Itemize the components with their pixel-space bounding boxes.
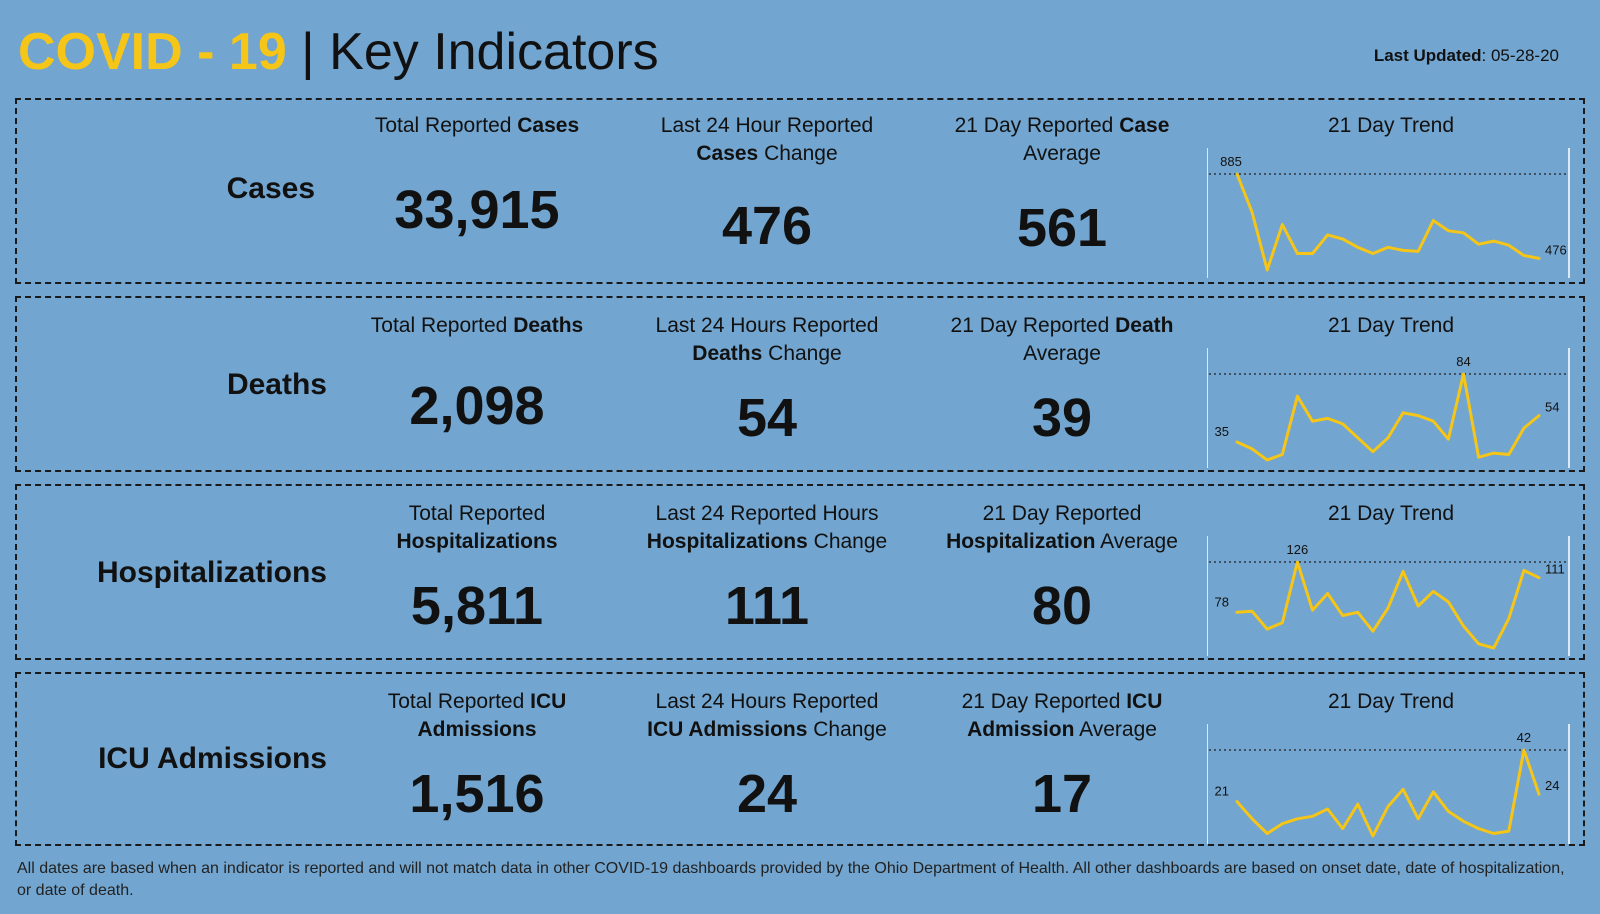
metric-value: 561 bbox=[1016, 198, 1108, 258]
deaths-panel: Deaths Total Reported Deaths 2,098 Last … bbox=[15, 296, 1585, 472]
metric-change-cases: Last 24 Hour Reported Cases Change 476 bbox=[617, 112, 917, 282]
trend-icu-admissions: 21 Day Trend 42 21 24 bbox=[1207, 688, 1575, 846]
metric-value: 24 bbox=[736, 764, 798, 824]
trend-end-label: 476 bbox=[1545, 242, 1567, 257]
metric-heading: 21 Day Reported Case Average bbox=[954, 114, 1170, 165]
metric-avg-cases: 21 Day Reported Case Average 561 bbox=[917, 112, 1207, 282]
title-main: Key Indicators bbox=[329, 23, 659, 81]
title-accent: COVID - 19 bbox=[18, 23, 287, 81]
metric-total-cases: Total Reported Cases 33,915 bbox=[337, 112, 617, 282]
trend-max-label: 42 bbox=[1517, 730, 1531, 745]
metric-heading: 21 Day Reported Hospitalization Average bbox=[946, 502, 1178, 553]
row-label-deaths: Deaths bbox=[226, 368, 327, 401]
sparkline-hospitalizations: 126 78 111 bbox=[1207, 536, 1570, 656]
row-label-hospitalizations: Hospitalizations bbox=[96, 556, 327, 589]
metric-heading: Last 24 Hours Reported Deaths Change bbox=[655, 314, 879, 365]
metric-heading: 21 Day Reported ICU Admission Average bbox=[961, 690, 1163, 741]
metric-change-icu: Last 24 Hours Reported ICU Admissions Cha… bbox=[617, 688, 917, 846]
trend-start-label: 35 bbox=[1215, 424, 1229, 439]
trend-heading: 21 Day Trend bbox=[1327, 314, 1455, 337]
metric-total-icu: Total Reported ICU Admissions 1,516 bbox=[337, 688, 617, 846]
metric-avg-deaths: 21 Day Reported Death Average 39 bbox=[917, 312, 1207, 472]
last-updated-label: Last Updated bbox=[1373, 46, 1482, 65]
metric-avg-icu: 21 Day Reported ICU Admission Average 17 bbox=[917, 688, 1207, 846]
trend-end-label: 24 bbox=[1545, 778, 1559, 793]
metric-value: 111 bbox=[724, 576, 810, 636]
row-label-cases: Cases bbox=[226, 172, 315, 205]
metric-value: 80 bbox=[1031, 576, 1093, 636]
hospitalizations-panel: Hospitalizations Total Reported Hospitali… bbox=[15, 484, 1585, 660]
trend-max-label: 885 bbox=[1220, 154, 1242, 169]
trend-deaths: 21 Day Trend 84 35 54 bbox=[1207, 312, 1575, 472]
metric-value: 476 bbox=[721, 196, 813, 256]
metric-avg-hospitalizations: 21 Day Reported Hospitalization Average 8… bbox=[917, 500, 1207, 660]
metric-value: 39 bbox=[1031, 388, 1093, 448]
metric-value: 1,516 bbox=[409, 764, 545, 824]
metric-value: 17 bbox=[1031, 764, 1093, 824]
metric-heading: Total Reported Cases bbox=[374, 114, 580, 137]
cases-panel: Cases Total Reported Cases 33,915 Last 2… bbox=[15, 98, 1585, 284]
trend-hospitalizations: 21 Day Trend 126 78 111 bbox=[1207, 500, 1575, 660]
trend-heading: 21 Day Trend bbox=[1327, 114, 1455, 137]
trend-series-line bbox=[1235, 748, 1541, 838]
sparkline-cases: 885 476 bbox=[1207, 148, 1570, 278]
metric-total-hospitalizations: Total Reported Hospitalizations 5,811 bbox=[337, 500, 617, 660]
row-label-icu-admissions: ICU Admissions bbox=[98, 742, 327, 775]
trend-heading: 21 Day Trend bbox=[1327, 690, 1455, 713]
dashboard-header: COVID - 19 | Key Indicators Last Updated… bbox=[18, 18, 1583, 88]
trend-heading: 21 Day Trend bbox=[1327, 502, 1455, 525]
trend-start-label: 21 bbox=[1215, 784, 1229, 799]
metric-value: 33,915 bbox=[394, 180, 560, 240]
last-updated: Last Updated: 05-28-20 bbox=[1374, 46, 1559, 66]
last-updated-value: : 05-28-20 bbox=[1481, 46, 1560, 65]
metric-change-hospitalizations: Last 24 Reported Hours Hospitalizations C… bbox=[617, 500, 917, 660]
metric-heading: Total Reported Deaths bbox=[370, 314, 584, 337]
trend-max-label: 126 bbox=[1287, 542, 1309, 557]
page-title: COVID - 19 | Key Indicators bbox=[18, 22, 659, 82]
metric-value: 54 bbox=[736, 388, 798, 448]
trend-end-label: 111 bbox=[1545, 562, 1565, 577]
metric-change-deaths: Last 24 Hours Reported Deaths Change 54 bbox=[617, 312, 917, 472]
metric-heading: Last 24 Hour Reported Cases Change bbox=[660, 114, 874, 165]
metric-heading: Last 24 Hours Reported ICU Admissions Cha… bbox=[647, 690, 887, 741]
trend-series-line bbox=[1235, 372, 1541, 462]
trend-end-label: 54 bbox=[1545, 400, 1559, 415]
trend-series-line bbox=[1235, 560, 1541, 650]
metric-heading: Last 24 Reported Hours Hospitalizations C… bbox=[646, 502, 888, 553]
footnote: All dates are based when an indicator is… bbox=[17, 860, 1565, 899]
metric-value: 2,098 bbox=[409, 376, 545, 436]
metric-total-deaths: Total Reported Deaths 2,098 bbox=[337, 312, 617, 472]
metric-heading: Total Reported ICU Admissions bbox=[387, 690, 567, 741]
trend-cases: 21 Day Trend 885 476 bbox=[1207, 112, 1575, 282]
sparkline-icu-admissions: 42 21 24 bbox=[1207, 724, 1570, 844]
metric-heading: 21 Day Reported Death Average bbox=[950, 314, 1174, 365]
trend-start-label: 78 bbox=[1215, 594, 1229, 609]
sparkline-deaths: 84 35 54 bbox=[1207, 348, 1570, 468]
title-separator: | bbox=[286, 23, 330, 81]
trend-max-label: 84 bbox=[1456, 354, 1470, 369]
metric-value: 5,811 bbox=[410, 576, 544, 636]
icu-admissions-panel: ICU Admissions Total Reported ICU Admissi… bbox=[15, 672, 1585, 846]
trend-series-line bbox=[1235, 172, 1541, 272]
metric-heading: Total Reported Hospitalizations bbox=[396, 502, 558, 553]
